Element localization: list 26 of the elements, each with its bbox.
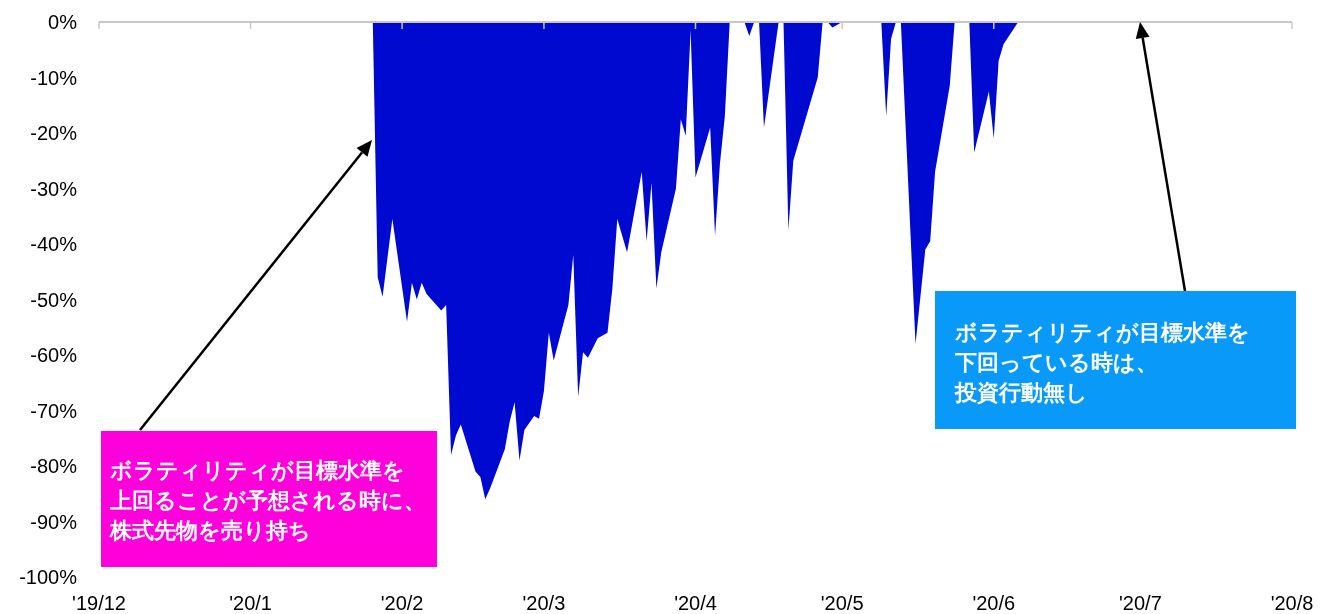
x-tick-label: '20/8 xyxy=(1270,592,1314,614)
annotation: 株式先物を売り持ち xyxy=(109,517,311,543)
y-tick-label: -10% xyxy=(30,66,78,89)
y-tick-label: -50% xyxy=(30,288,78,311)
y-tick-label: -30% xyxy=(30,177,78,200)
y-tick-label: -100% xyxy=(19,566,78,588)
y-tick-label: 0% xyxy=(48,11,78,33)
x-tick-label: '19/12 xyxy=(72,592,126,614)
x-tick-label: '20/7 xyxy=(1119,592,1162,614)
y-tick-label: -60% xyxy=(30,344,78,366)
annotation: 下回っている時は、 xyxy=(954,349,1158,375)
x-tick-label: '20/3 xyxy=(522,592,566,614)
x-tick-label: '20/5 xyxy=(820,592,864,614)
x-tick-label: '20/6 xyxy=(972,592,1016,614)
x-tick-label: '20/1 xyxy=(229,592,272,614)
annotation: 投資行動無し xyxy=(954,379,1088,405)
annotation: ボラティリティが目標水準を xyxy=(109,457,405,483)
x-tick-label: '20/2 xyxy=(380,592,424,614)
y-tick-label: -80% xyxy=(30,455,78,477)
x-tick-label: '20/4 xyxy=(674,592,717,614)
y-tick-label: -40% xyxy=(30,233,78,255)
y-tick-label: -90% xyxy=(30,510,78,533)
annotation: 上回ることが予想される時に、 xyxy=(109,487,426,513)
y-tick-label: -20% xyxy=(30,122,78,144)
annotation: ボラティリティが目標水準を xyxy=(954,319,1250,345)
y-tick-label: -70% xyxy=(30,399,78,422)
